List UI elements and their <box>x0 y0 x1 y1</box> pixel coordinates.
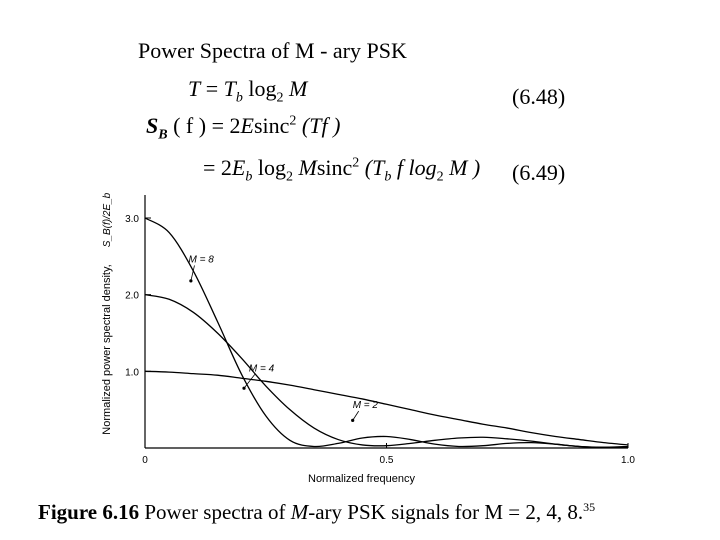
series-line-m-4 <box>144 294 629 448</box>
series-annotation: M = 2 <box>353 400 379 411</box>
annotation-arrowhead <box>242 386 246 390</box>
annotation-leader <box>352 410 360 421</box>
chart-annotations: M = 8 M = 4 M = 2 <box>188 254 378 422</box>
x-tick-label: 1.0 <box>621 455 635 466</box>
y-tick-label: 1.0 <box>125 367 139 378</box>
chart-axes: 1.0 2.0 3.0 0 0.5 1.0 Normalized frequency Norm… <box>101 192 635 485</box>
annotation-arrowhead <box>189 279 193 283</box>
psd-chart: 1.0 2.0 3.0 0 0.5 1.0 Normalized frequency Norm… <box>101 192 635 485</box>
x-axis-label: Normalized frequency <box>308 473 415 485</box>
series-annotation: M = 4 <box>249 363 275 374</box>
series-line-m-8 <box>144 217 629 448</box>
equation-power-spectrum: SB ( f ) = 2Esinc2 (Tf ) <box>146 113 341 143</box>
y-axis-label: Normalized power spectral density, <box>101 264 113 434</box>
chart-series <box>144 217 629 448</box>
series-line-m-2 <box>144 370 629 446</box>
annotation-leader <box>243 374 256 389</box>
x-tick-label: 0.5 <box>380 455 394 466</box>
annotation-arrowhead <box>351 418 355 422</box>
y-tick-label: 2.0 <box>125 291 139 302</box>
equation-symbol-period: T = Tb log2 M <box>188 76 308 106</box>
figure-caption: Figure 6.16 Power spectra of M-ary PSK s… <box>38 500 596 524</box>
equation-power-spectrum-expanded: = 2Eb log2 Msinc2 (Tb f log2 M ) <box>203 155 481 185</box>
equation-number-6-49: (6.49) <box>512 160 566 185</box>
y-tick-label: 3.0 <box>125 214 139 225</box>
y-axis-label-math: S_B(f)/2E_b <box>102 192 113 247</box>
x-tick-label: 0 <box>142 455 148 466</box>
slide-title: Power Spectra of M - ary PSK <box>138 38 407 63</box>
series-annotation: M = 8 <box>188 254 214 265</box>
equation-number-6-48: (6.48) <box>512 84 566 109</box>
annotation-leader <box>190 265 195 281</box>
